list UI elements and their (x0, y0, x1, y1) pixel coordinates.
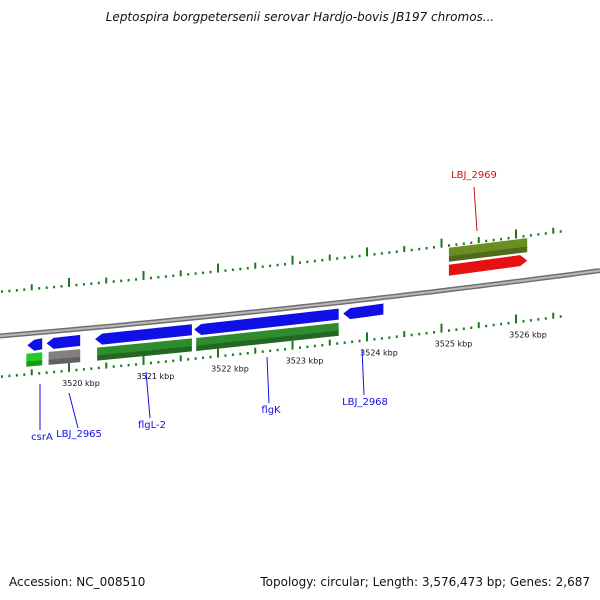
gene-label-flgl-2[interactable]: flgL-2 (138, 420, 166, 431)
gene-arrow-lbj-2968 (343, 303, 384, 320)
feature-block-lbj-2965 (48, 349, 81, 365)
leader-line-flgk (266, 356, 270, 404)
gene-label-flgk[interactable]: flgK (261, 405, 281, 416)
gene-arrow-lbj-2965 (46, 334, 81, 349)
accession-label: Accession: NC_008510 (9, 575, 146, 589)
leader-line-flgl-2 (145, 371, 151, 419)
tick-label: 3525 kbp (435, 340, 473, 349)
tick-label: 3526 kbp (509, 330, 547, 339)
gene-arrow-csra (27, 338, 43, 351)
map-title: Leptospira borgpetersenii serovar Hardjo… (105, 10, 495, 24)
gene-label-lbj-2969[interactable]: LBJ_2969 (451, 170, 497, 181)
feature-block-csra-shade (26, 360, 43, 367)
outer-tick-track (0, 227, 562, 293)
tick-label: 3524 kbp (360, 348, 398, 357)
gene-arrow-flgl-2 (95, 324, 192, 345)
feature-block-lbj-2969 (448, 238, 528, 262)
leader-line-lbj-2965 (68, 392, 79, 429)
feature-block-flgk-shade (196, 330, 339, 351)
feature-block-flgk (196, 322, 339, 351)
gene-label-lbj-2965[interactable]: LBJ_2965 (56, 429, 102, 440)
genome-summary: Topology: circular; Length: 3,576,473 bp… (260, 575, 590, 589)
tick-label: 3523 kbp (286, 357, 324, 366)
feature-block-flgl-2-shade (97, 346, 192, 361)
backbone-highlight (0, 269, 600, 337)
backbone-line (0, 268, 600, 339)
feature-track (26, 238, 528, 367)
backbone-track (0, 268, 600, 339)
leader-line-lbj-2968 (361, 348, 365, 396)
feature-block-flgl-2 (97, 338, 192, 361)
feature-block-lbj-2969-shade (448, 246, 528, 262)
gene-labels: csrA LBJ_2965 flgL-2 flgK LBJ_2968 LBJ_2969 (31, 170, 497, 443)
tick-label: 3522 kbp (211, 365, 249, 374)
gene-arrow-lbj-2969 (448, 255, 528, 276)
tick-label: 3521 kbp (137, 372, 175, 381)
gene-label-lbj-2968[interactable]: LBJ_2968 (342, 397, 388, 408)
leader-line-lbj-2969 (473, 186, 478, 232)
feature-block-csra (26, 352, 43, 367)
feature-block-lbj-2965-shade (48, 356, 81, 365)
inner-tick-track: 3520 kbp 3521 kbp 3522 kbp 3523 kbp 3524 kbp… (0, 312, 562, 388)
gene-arrow-flgk (194, 308, 339, 335)
tick-label: 3520 kbp (62, 379, 100, 388)
gene-label-csra[interactable]: csrA (31, 432, 53, 443)
